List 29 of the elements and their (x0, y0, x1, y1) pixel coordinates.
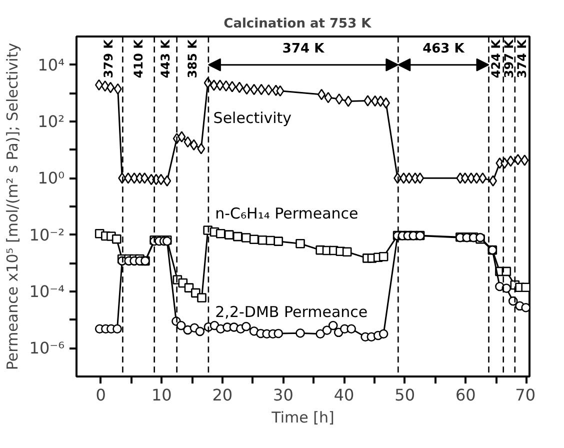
y-tick-label: 10⁴ (38, 55, 65, 74)
x-tick-label: 10 (151, 386, 172, 404)
series-label: Selectivity (213, 109, 292, 128)
ref-line-label: Calcination at 753 K (224, 16, 372, 32)
y-axis-title: Permeance x10⁵ [mol/(m² s Pa)]; Selectivity (3, 42, 22, 370)
x-tick-label: 30 (273, 386, 294, 404)
x-tick-label: 50 (394, 386, 416, 404)
x-tick-label: 70 (515, 386, 536, 404)
y-tick-label: 10⁻² (29, 225, 64, 244)
x-tick-label: 0 (96, 386, 106, 404)
y-tick-label: 10⁰ (38, 168, 65, 188)
annotation: 385 K (186, 38, 200, 78)
y-tick-label: 10² (38, 112, 65, 131)
annotation: 397 K (502, 38, 516, 78)
annotation: 443 K (158, 38, 173, 78)
series-label: 2,2-DMB Permeance (215, 302, 368, 321)
x-tick-label: 20 (212, 386, 233, 404)
annotation: 410 K (132, 38, 146, 78)
y-tick-label: 10⁻⁶ (29, 338, 64, 358)
annotation: 374 K (282, 41, 326, 56)
x-tick-label: 60 (455, 386, 476, 404)
x-axis-title: Time [h] (270, 408, 334, 426)
annotation: 463 K (422, 41, 466, 56)
annotation: 374 K (515, 38, 530, 78)
annotation: 379 K (102, 38, 116, 78)
annotation: 424 K (489, 38, 504, 78)
y-tick-label: 10⁻⁴ (29, 282, 64, 301)
x-tick-label: 40 (334, 386, 354, 404)
series-label: n-C₆H₁₄ Permeance (215, 204, 358, 222)
